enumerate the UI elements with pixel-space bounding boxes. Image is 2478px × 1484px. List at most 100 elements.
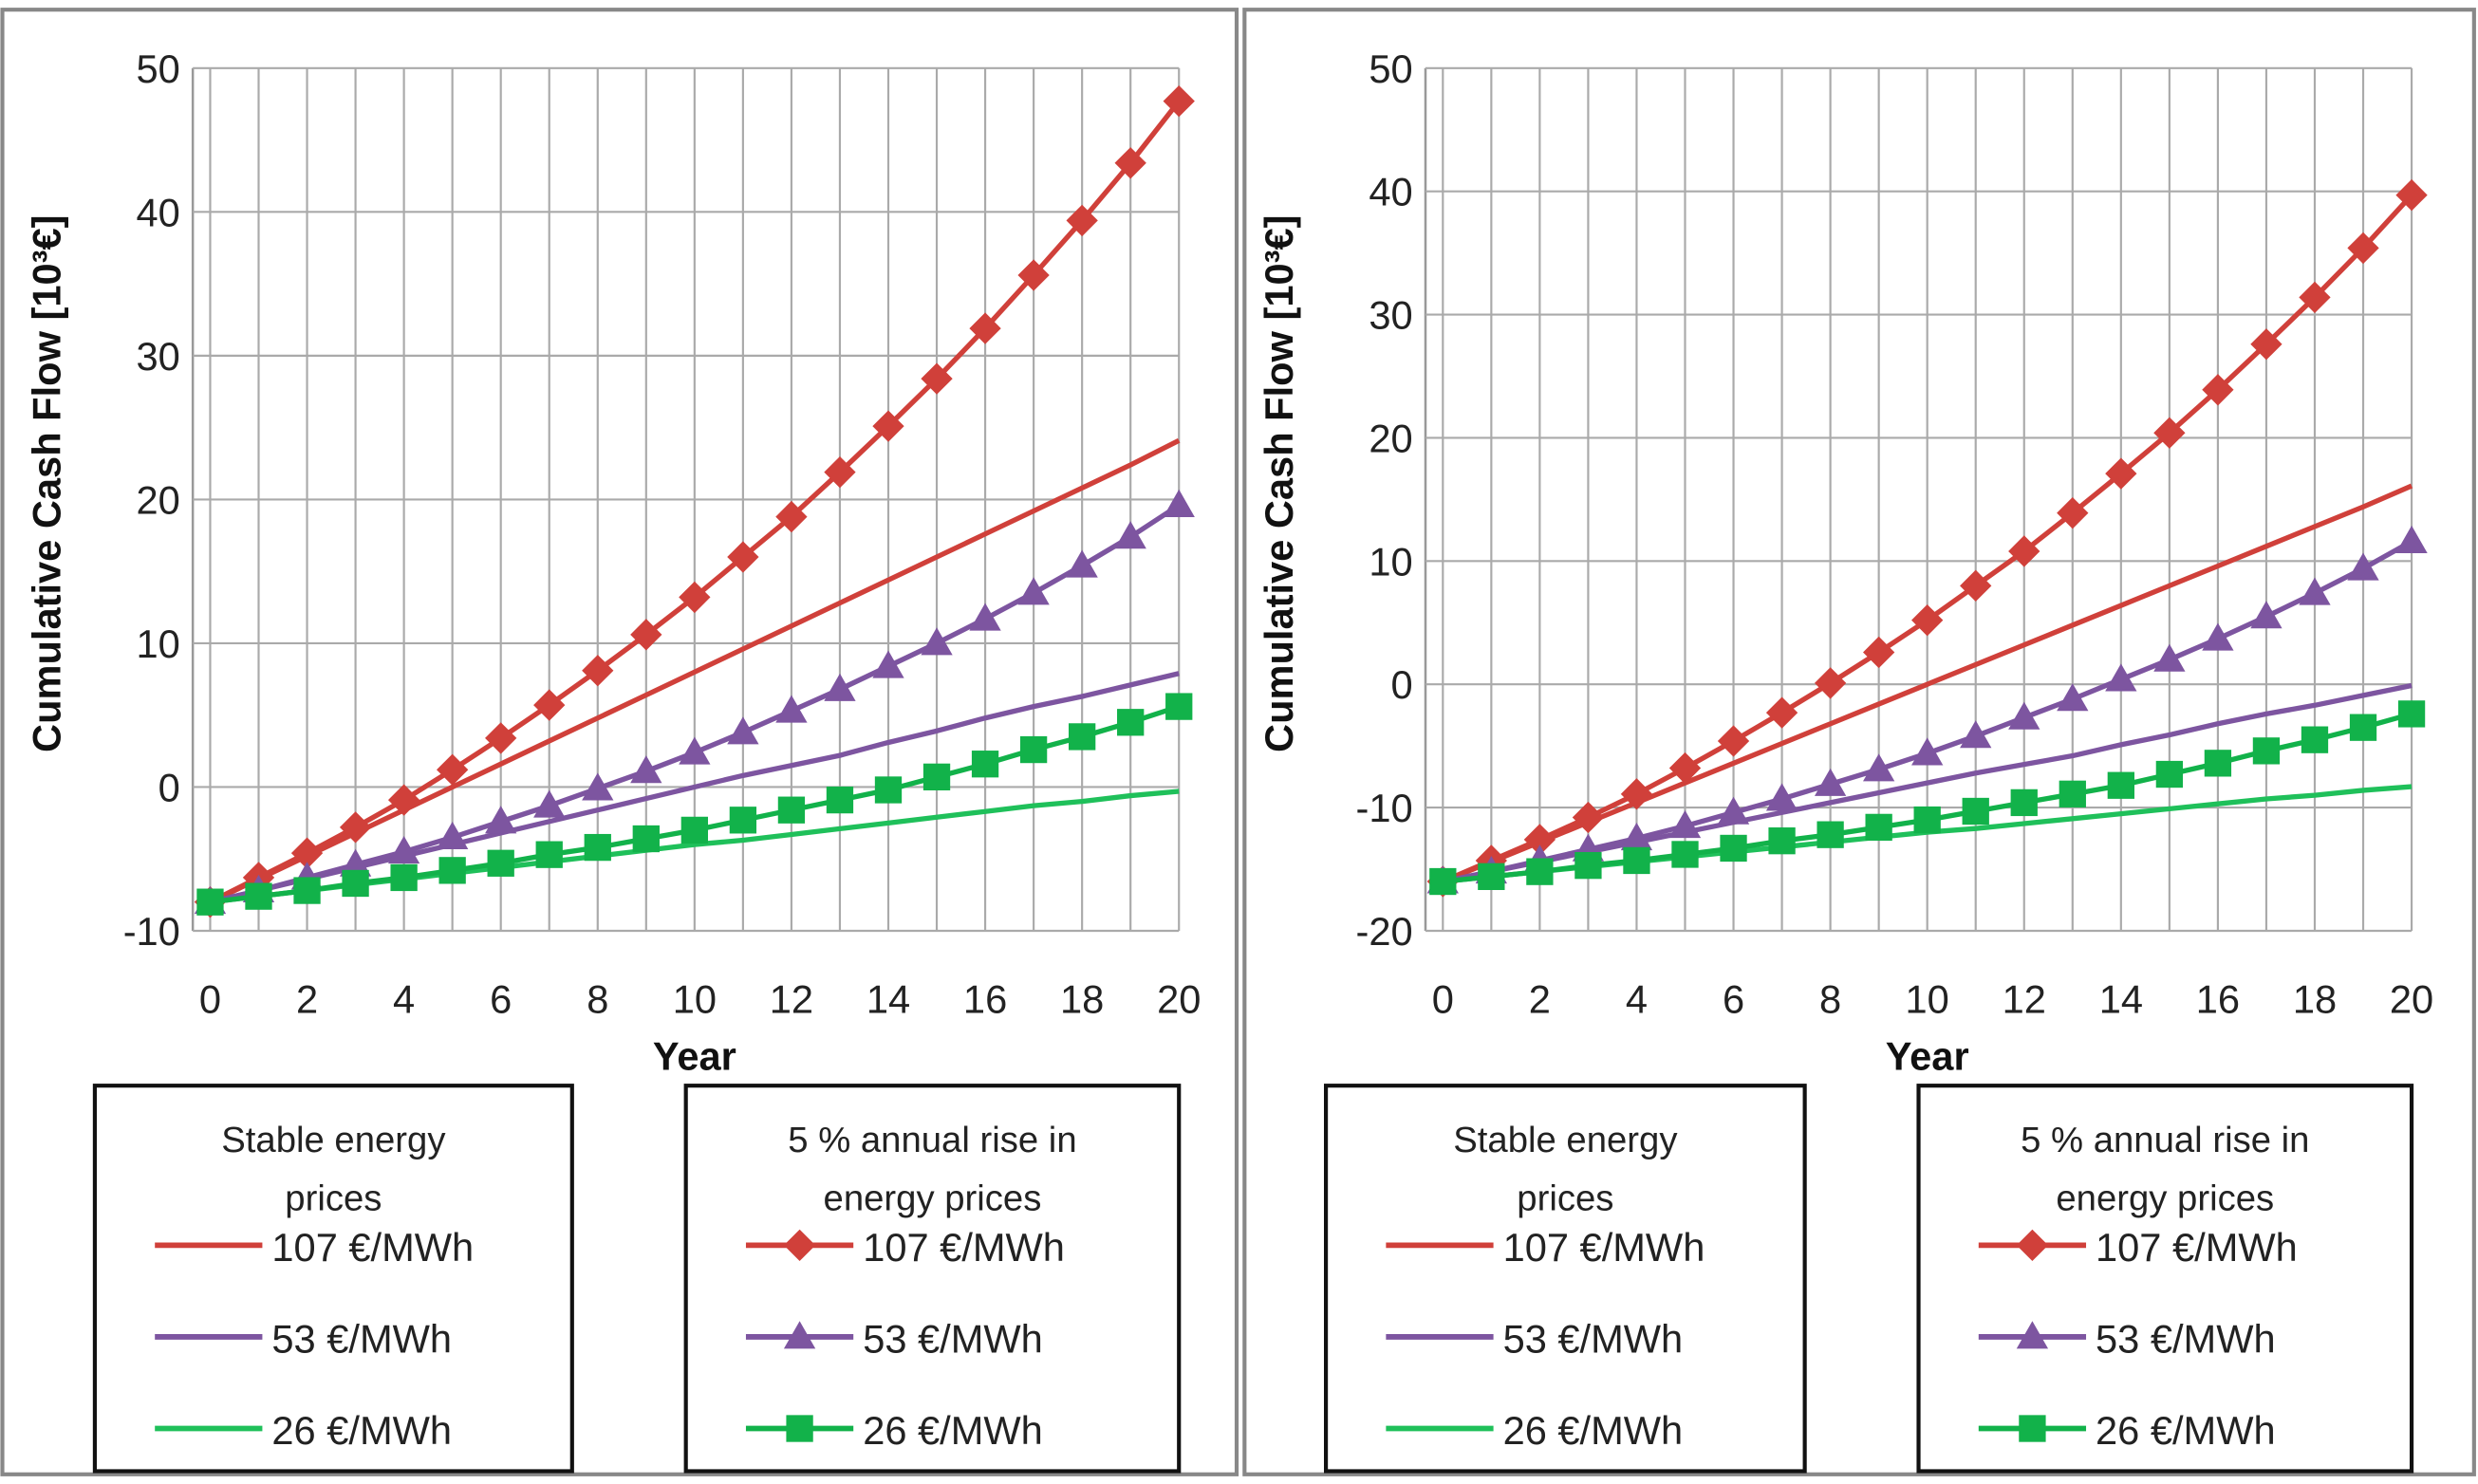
- square-marker: [535, 841, 563, 868]
- square-marker: [680, 816, 708, 844]
- diamond-marker: [1017, 259, 1050, 291]
- legend-label: 26 €/MWh: [1503, 1408, 1684, 1453]
- y-tick-label: 40: [1369, 170, 1412, 214]
- triangle-marker: [1163, 489, 1195, 517]
- square-marker: [1817, 821, 1844, 848]
- triangle-marker: [775, 695, 808, 723]
- legend-label: 53 €/MWh: [2096, 1317, 2276, 1362]
- diamond-marker: [1523, 824, 1556, 856]
- legend-item: 107 €/MWh: [745, 1225, 1065, 1270]
- legend-stable-prices: Stable energy prices 107 €/MWh 53 €/MWh 26 €…: [92, 1084, 574, 1474]
- square-marker: [922, 763, 951, 791]
- square-marker: [971, 751, 999, 778]
- triangle-marker: [2347, 552, 2379, 581]
- diamond-marker: [969, 312, 1001, 344]
- diamond-marker: [1620, 778, 1653, 810]
- legend-title-line2: energy prices: [824, 1178, 1042, 1219]
- diamond-marker: [1163, 85, 1195, 118]
- diamond-marker: [2250, 328, 2282, 361]
- diamond-marker: [2395, 178, 2428, 212]
- diamond-marker: [387, 784, 420, 816]
- diamond-marker: [1066, 204, 1098, 237]
- triangle-marker: [2153, 643, 2186, 672]
- square-marker: [2059, 780, 2086, 807]
- diamond-marker: [1114, 147, 1146, 179]
- legend-box: [683, 1084, 1182, 1474]
- y-axis-label: Cumulative Cash Flow [10³€]: [1257, 215, 1301, 752]
- triangle-marker: [1114, 521, 1146, 549]
- y-tick-label: 50: [137, 46, 180, 91]
- triangle-marker: [1765, 783, 1798, 811]
- diamond-marker: [2008, 535, 2040, 567]
- diamond-marker: [921, 362, 953, 395]
- legend-title-line2: energy prices: [2056, 1178, 2274, 1219]
- x-tick-label: 0: [199, 977, 221, 1022]
- legend-item: 53 €/MWh: [155, 1317, 452, 1362]
- y-tick-label: 30: [137, 334, 180, 379]
- diamond-marker: [339, 811, 372, 844]
- square-marker: [2301, 726, 2329, 753]
- square-marker: [1165, 693, 1193, 720]
- triangle-marker: [727, 716, 759, 745]
- legend-item: 53 €/MWh: [745, 1317, 1043, 1362]
- legend-item: 26 €/MWh: [1386, 1408, 1683, 1453]
- legend-title-line1: 5 % annual rise in: [2021, 1120, 2309, 1160]
- diamond-marker: [533, 689, 566, 721]
- x-tick-label: 12: [770, 977, 813, 1022]
- x-tick-label: 18: [2293, 977, 2337, 1022]
- chart-left: -10 0 10 20 30 40 50 0 2 4 6 8 10 12 14 16 18 20 Year Cumul…: [24, 46, 1201, 1474]
- legend-label: 107 €/MWh: [2096, 1225, 2298, 1270]
- series-rise-107: [1426, 178, 2428, 898]
- diamond-marker: [1862, 636, 1895, 669]
- legend-label: 107 €/MWh: [1503, 1225, 1705, 1270]
- x-tick-label: 6: [1723, 977, 1744, 1022]
- legend-label: 26 €/MWh: [2096, 1408, 2276, 1453]
- legend-item: 107 €/MWh: [1386, 1225, 1705, 1270]
- square-marker: [1429, 867, 1457, 896]
- legend-label: 53 €/MWh: [863, 1317, 1043, 1362]
- diamond-marker: [485, 722, 517, 754]
- square-marker: [1574, 851, 1602, 880]
- triangle-marker: [582, 772, 614, 801]
- legend-title-line1: Stable energy: [221, 1120, 446, 1160]
- square-marker: [1913, 806, 1941, 834]
- square-marker: [438, 857, 466, 884]
- square-marker: [786, 1415, 813, 1442]
- square-marker: [293, 877, 321, 904]
- diamond-marker: [1765, 696, 1798, 729]
- y-tick-label: 0: [158, 765, 180, 809]
- diamond-marker: [2016, 1229, 2049, 1262]
- x-tick-label: 2: [1529, 977, 1551, 1022]
- square-marker: [1068, 723, 1096, 751]
- legend-title-line2: prices: [285, 1178, 382, 1219]
- legend-label: 26 €/MWh: [863, 1408, 1043, 1453]
- series-line: [209, 671, 1180, 905]
- triangle-marker: [1814, 768, 1847, 796]
- y-tick-label: 20: [137, 477, 180, 522]
- x-tick-label: 14: [2099, 977, 2143, 1022]
- diamond-marker: [2202, 374, 2234, 406]
- triangle-marker: [872, 650, 904, 678]
- square-marker: [487, 849, 514, 877]
- triangle-marker: [969, 603, 1001, 631]
- square-marker: [2252, 737, 2281, 765]
- x-tick-label: 20: [2390, 977, 2433, 1022]
- legend-item: 26 €/MWh: [1978, 1408, 2276, 1453]
- square-marker: [196, 888, 224, 916]
- square-marker: [1526, 858, 1554, 885]
- y-tick-label: -10: [123, 909, 180, 954]
- diamond-marker: [2057, 497, 2089, 529]
- diamond-marker: [2347, 232, 2379, 265]
- diamond-marker: [1960, 569, 1992, 602]
- square-marker: [1768, 827, 1796, 855]
- legend-item: 107 €/MWh: [155, 1225, 474, 1270]
- triangle-marker: [1717, 796, 1750, 825]
- triangle-marker: [2016, 1321, 2049, 1349]
- x-tick-label: 8: [587, 977, 608, 1022]
- diamond-marker: [290, 837, 324, 869]
- triangle-marker: [1960, 720, 1992, 749]
- legend-box: [1916, 1084, 2414, 1474]
- legend-label: 107 €/MWh: [271, 1225, 474, 1270]
- series-rise-26: [1429, 700, 2426, 896]
